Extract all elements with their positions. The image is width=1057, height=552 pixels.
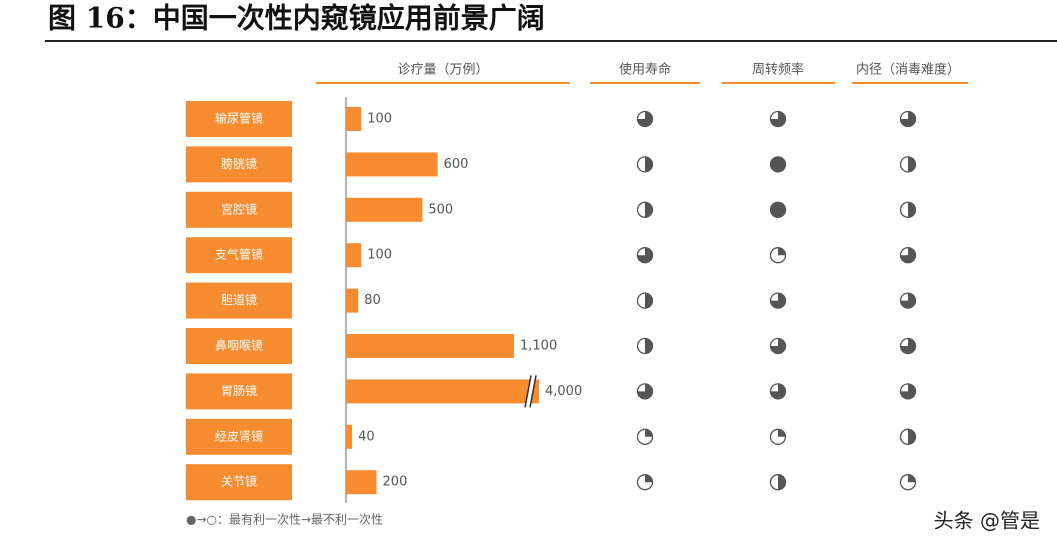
category-label: 胃肠镜 <box>221 383 257 398</box>
rating <box>645 338 653 354</box>
value-label: 200 <box>383 475 408 490</box>
category-label: 鼻咽喉镜 <box>215 338 263 353</box>
axis-break <box>525 375 536 408</box>
rating <box>908 429 916 445</box>
rating <box>908 474 916 483</box>
rating <box>908 156 916 172</box>
rating <box>637 247 653 263</box>
value-label: 1,100 <box>520 339 557 354</box>
category-label: 支气管镜 <box>215 247 263 262</box>
category-box <box>186 146 292 183</box>
category-label: 胆道镜 <box>221 292 257 307</box>
rating <box>645 429 653 437</box>
bar <box>346 424 353 449</box>
category-label: 经皮肾镜 <box>215 428 263 443</box>
rating <box>900 338 916 354</box>
category-box <box>186 418 292 455</box>
legend: ●→○：最有利一次性→最不利一次性 <box>186 513 383 527</box>
category-label: 输尿管镜 <box>215 111 263 126</box>
category-box <box>186 237 292 274</box>
rating <box>770 293 786 309</box>
bar <box>346 334 514 358</box>
bar <box>346 470 377 495</box>
value-label: 100 <box>367 112 392 127</box>
bar <box>346 107 362 131</box>
category-label: 膀胱镜 <box>221 156 257 171</box>
watermark: 头条 @管是 <box>934 509 1040 533</box>
rating <box>770 202 786 218</box>
rating <box>900 247 916 263</box>
bar <box>346 379 539 404</box>
chart-title: 图 16：中国一次性内窥镜应用前景广阔 <box>48 2 545 35</box>
rating <box>770 338 786 354</box>
value-label: 40 <box>358 429 375 444</box>
category-label: 宫腔镜 <box>221 201 257 216</box>
rating <box>637 383 653 399</box>
rating <box>908 202 916 218</box>
rating <box>900 111 916 127</box>
rating <box>900 293 916 309</box>
category-box <box>186 328 292 364</box>
column-header: 内径（消毒难度） <box>856 62 960 78</box>
value-label: 600 <box>444 157 469 172</box>
axis-break <box>524 375 532 408</box>
value-label: 100 <box>367 248 392 263</box>
column-header: 使用寿命 <box>619 62 671 78</box>
bar <box>346 197 423 222</box>
value-label: 80 <box>364 293 381 308</box>
column-header: 周转频率 <box>752 62 804 78</box>
rating <box>770 383 786 399</box>
rating <box>645 156 653 172</box>
bar <box>346 152 438 177</box>
category-box <box>186 191 292 228</box>
rating <box>900 383 916 399</box>
rating <box>770 156 786 172</box>
bar <box>346 243 362 268</box>
axis-break <box>529 375 537 408</box>
category-label: 关节镜 <box>221 474 257 489</box>
rating <box>645 293 653 309</box>
value-label: 4,000 <box>545 384 582 399</box>
category-box <box>186 373 292 410</box>
column-header: 诊疗量（万例） <box>397 63 488 78</box>
category-box <box>186 282 292 319</box>
rating <box>778 247 786 256</box>
rating <box>778 474 786 490</box>
rating <box>778 429 786 437</box>
value-label: 500 <box>428 202 453 217</box>
category-box <box>186 101 292 137</box>
rating <box>645 202 653 218</box>
category-box <box>186 464 292 501</box>
rating <box>637 111 653 127</box>
rating <box>645 474 653 483</box>
rating <box>770 111 786 127</box>
bar <box>346 288 359 313</box>
